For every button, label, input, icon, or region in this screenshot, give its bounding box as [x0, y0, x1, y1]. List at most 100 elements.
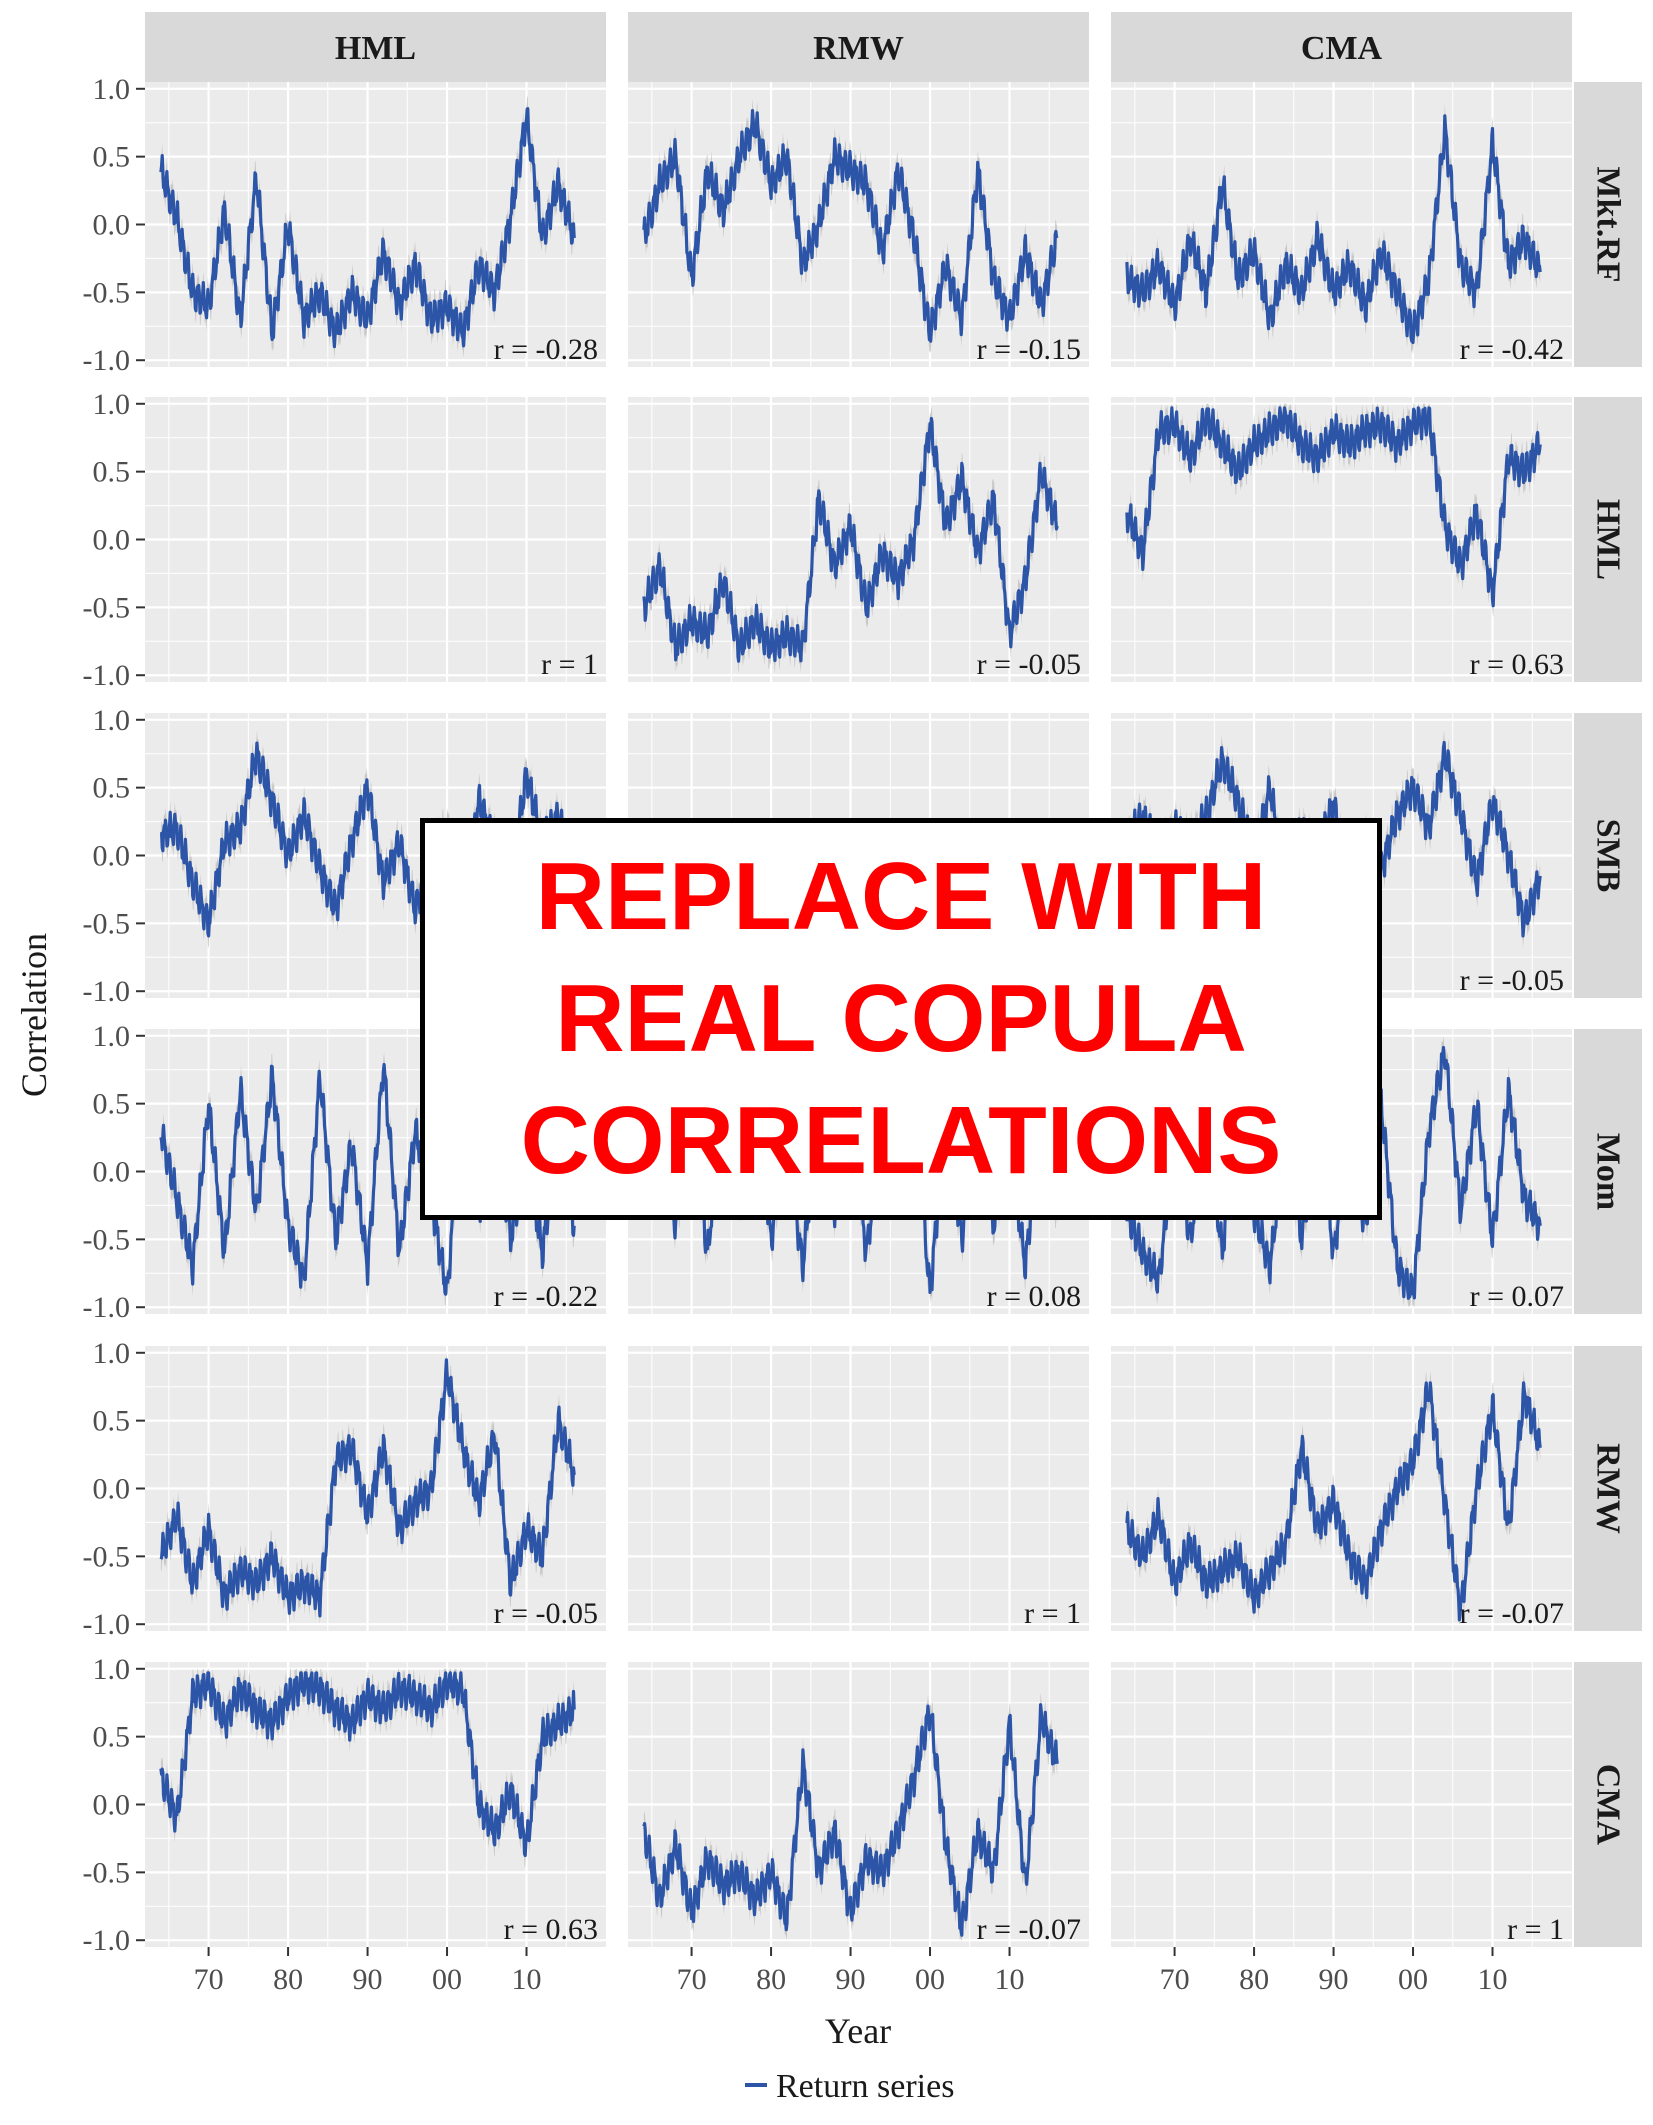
y-tick-label: -0.5: [83, 591, 131, 624]
x-tick-label: 00: [432, 1963, 462, 1996]
y-tick-label: 0.5: [93, 1721, 131, 1754]
x-tick-label: 10: [995, 1963, 1025, 1996]
row-strip-label-mom: Mom: [1590, 1133, 1627, 1210]
panel-mkt-rf-cma: r = -0.42: [1111, 82, 1572, 367]
panel-rmw-hml-series-line: [159, 1358, 576, 1618]
y-tick-label: -0.5: [83, 276, 131, 309]
panel-mkt-rf-hml: r = -0.28: [145, 82, 606, 367]
column-strip-label-rmw: RMW: [813, 30, 904, 67]
x-tick-label: 80: [273, 1963, 303, 1996]
panel-rmw-hml-r-label: r = -0.05: [494, 1597, 598, 1630]
panel-hml-cma: r = 0.63: [1111, 397, 1572, 682]
x-tick-label: 80: [756, 1963, 786, 1996]
y-tick-label: 1.0: [93, 1337, 131, 1370]
y-tick-label: -1.0: [83, 344, 131, 377]
legend: Return series: [745, 2068, 954, 2105]
panel-hml-cma-r-label: r = 0.63: [1470, 648, 1564, 681]
x-tick-label: 90: [353, 1963, 383, 1996]
y-tick-label: -1.0: [83, 975, 131, 1008]
column-strip-label-cma: CMA: [1301, 30, 1383, 67]
y-axis-title: Correlation: [14, 933, 54, 1097]
y-tick-label: 0.5: [93, 456, 131, 489]
panel-hml-hml: r = 1: [145, 397, 606, 682]
placeholder-overlay-text: REPLACE WITH REAL COPULA CORRELATIONS: [520, 843, 1282, 1194]
y-tick-label: 0.0: [93, 209, 131, 242]
panel-cma-rmw-series-line: [642, 1703, 1059, 1937]
panel-mom-hml-r-label: r = -0.22: [494, 1280, 598, 1313]
panel-rmw-cma-series-line: [1125, 1381, 1542, 1622]
panel-hml-rmw-r-label: r = -0.05: [977, 648, 1081, 681]
y-tick-label: 1.0: [93, 704, 131, 737]
panel-mom-cma-r-label: r = 0.07: [1470, 1280, 1564, 1313]
y-tick-label: -1.0: [83, 1291, 131, 1324]
y-tick-label: 0.0: [93, 524, 131, 557]
x-tick-label: 80: [1239, 1963, 1269, 1996]
y-tick-label: 0.0: [93, 1473, 131, 1506]
y-tick-label: 1.0: [93, 388, 131, 421]
column-strip-label-hml: HML: [335, 30, 416, 67]
row-strip-rmw: [1574, 1346, 1642, 1631]
y-tick-label: 0.5: [93, 1405, 131, 1438]
panel-hml-cma-series-line: [1125, 406, 1542, 608]
panel-smb-cma-r-label: r = -0.05: [1460, 964, 1564, 997]
x-tick-label: 90: [836, 1963, 866, 1996]
panel-rmw-cma: r = -0.07: [1111, 1346, 1572, 1631]
y-tick-label: 0.5: [93, 772, 131, 805]
column-strip-hml: [145, 12, 606, 82]
y-tick-label: -1.0: [83, 1924, 131, 1957]
y-tick-label: -0.5: [83, 907, 131, 940]
y-tick-label: 0.5: [93, 141, 131, 174]
y-tick-label: -0.5: [83, 1223, 131, 1256]
y-tick-label: 1.0: [93, 1653, 131, 1686]
row-strip-smb: [1574, 713, 1642, 998]
panel-mkt-rf-hml-r-label: r = -0.28: [494, 333, 598, 366]
row-strip-label-cma: CMA: [1590, 1764, 1627, 1846]
panel-cma-hml: r = 0.63: [145, 1662, 606, 1947]
panel-hml-hml-r-label: r = 1: [541, 648, 598, 681]
x-tick-label: 70: [677, 1963, 707, 1996]
panel-cma-rmw-r-label: r = -0.07: [977, 1913, 1081, 1946]
y-tick-label: -1.0: [83, 1608, 131, 1641]
y-tick-label: -1.0: [83, 659, 131, 692]
row-strip-mom: [1574, 1029, 1642, 1314]
x-tick-label: 10: [512, 1963, 542, 1996]
row-strip-label-smb: SMB: [1590, 819, 1627, 893]
x-axis-title: Year: [825, 2011, 891, 2051]
y-tick-label: 0.5: [93, 1088, 131, 1121]
panel-cma-hml-series-line: [159, 1671, 576, 1858]
axes-layer: 1.0 0.5 0.0 -0.5 -1.0 1.0 0.5 0.0 -0.5 -1.0 1.0 0.5…: [83, 73, 1508, 1996]
panel-mkt-rf-rmw: r = -0.15: [628, 82, 1089, 367]
x-tick-label: 70: [1160, 1963, 1190, 1996]
x-tick-label: 90: [1319, 1963, 1349, 1996]
row-strip-cma: [1574, 1662, 1642, 1947]
panel-mkt-rf-rmw-series-line: [642, 109, 1059, 343]
panel-cma-cma-r-label: r = 1: [1507, 1913, 1564, 1946]
column-strip-rmw: [628, 12, 1089, 82]
row-strip-mkt-rf: [1574, 82, 1642, 367]
x-tick-label: 10: [1478, 1963, 1508, 1996]
panel-mkt-rf-hml-series-line: [159, 107, 576, 349]
panel-hml-rmw-series-line: [642, 416, 1059, 663]
x-tick-label: 00: [915, 1963, 945, 1996]
panels-layer: r = -0.28 r = -0.15 r = -0.42 r = 1 r = -0.0…: [145, 82, 1572, 1947]
y-tick-label: 1.0: [93, 1020, 131, 1053]
panel-mkt-rf-cma-series-line: [1125, 114, 1542, 345]
y-tick-label: 0.0: [93, 840, 131, 873]
panel-cma-hml-r-label: r = 0.63: [504, 1913, 598, 1946]
panel-rmw-hml: r = -0.05: [145, 1346, 606, 1631]
panel-hml-rmw: r = -0.05: [628, 397, 1089, 682]
panel-mkt-rf-cma-r-label: r = -0.42: [1460, 333, 1564, 366]
y-tick-label: -0.5: [83, 1540, 131, 1573]
legend-entry-return-series: Return series: [776, 2068, 954, 2105]
panel-rmw-rmw-r-label: r = 1: [1024, 1597, 1081, 1630]
row-strip-label-mkt-rf: Mkt.RF: [1590, 166, 1627, 282]
row-strip-label-hml: HML: [1590, 499, 1627, 580]
panel-cma-cma: r = 1: [1111, 1662, 1572, 1947]
y-tick-label: 1.0: [93, 73, 131, 106]
row-strip-label-rmw: RMW: [1590, 1443, 1627, 1534]
panel-cma-rmw: r = -0.07: [628, 1662, 1089, 1947]
panel-mkt-rf-rmw-r-label: r = -0.15: [977, 333, 1081, 366]
y-tick-label: 0.0: [93, 1789, 131, 1822]
placeholder-overlay: REPLACE WITH REAL COPULA CORRELATIONS: [420, 818, 1382, 1220]
strips-layer: HML RMW CMA Mkt.RF HML SMB Mom RMW CMA: [145, 12, 1642, 1947]
